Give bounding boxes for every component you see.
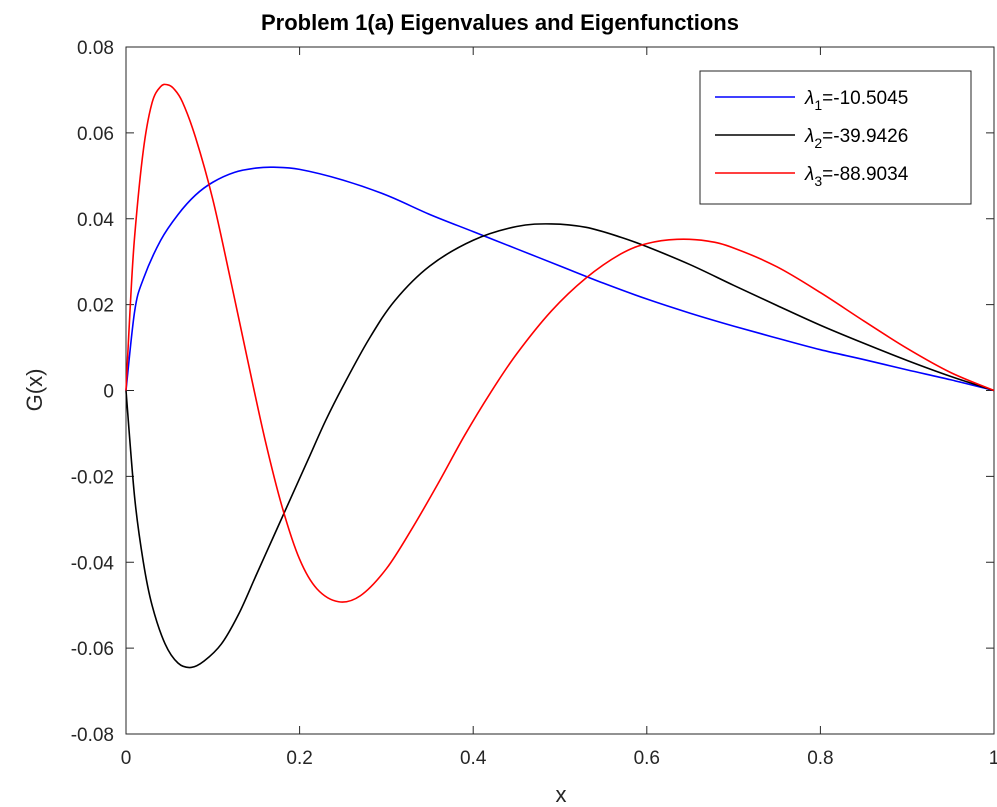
legend-box [699,70,972,205]
series-line-1 [125,166,995,392]
x-tick-label: 0.2 [286,748,312,769]
y-tick-label: -0.04 [71,553,115,574]
plot-area: 0 0.2 0.4 0.6 0.8 1 -0.08 -0.06 -0.04 -0.02 0 0.02 0… [71,38,997,769]
y-tick-label: 0.04 [77,210,114,231]
y-tick-label: -0.08 [71,725,114,746]
x-axis-label: x [556,782,567,807]
y-tick-label: -0.06 [71,639,114,660]
legend-label-2: λ2=-39.9426 [804,126,908,151]
chart-title: Problem 1(a) Eigenvalues and Eigenfuncti… [261,10,739,35]
y-tick-label: 0 [103,382,114,403]
x-tick-label: 0.4 [460,748,487,769]
y-tick-label: 0.02 [77,296,114,317]
legend: λ1=-10.5045 λ2=-39.9426 λ3=-88.9034 [699,70,972,205]
series-line-2 [125,223,995,669]
y-tick-label: 0.06 [77,124,114,145]
y-tick-label: -0.02 [71,467,114,488]
series-line-3 [125,83,995,603]
x-tick-label: 0 [121,748,132,769]
x-tick-label: 0.8 [807,748,833,769]
x-tick-label: 0.6 [634,748,660,769]
y-tick-label: 0.08 [77,38,114,59]
y-axis-label: G(x) [22,369,47,412]
legend-label-1: λ1=-10.5045 [804,88,908,113]
legend-label-3: λ3=-88.9034 [804,164,909,189]
x-tick-label: 1 [989,748,997,769]
